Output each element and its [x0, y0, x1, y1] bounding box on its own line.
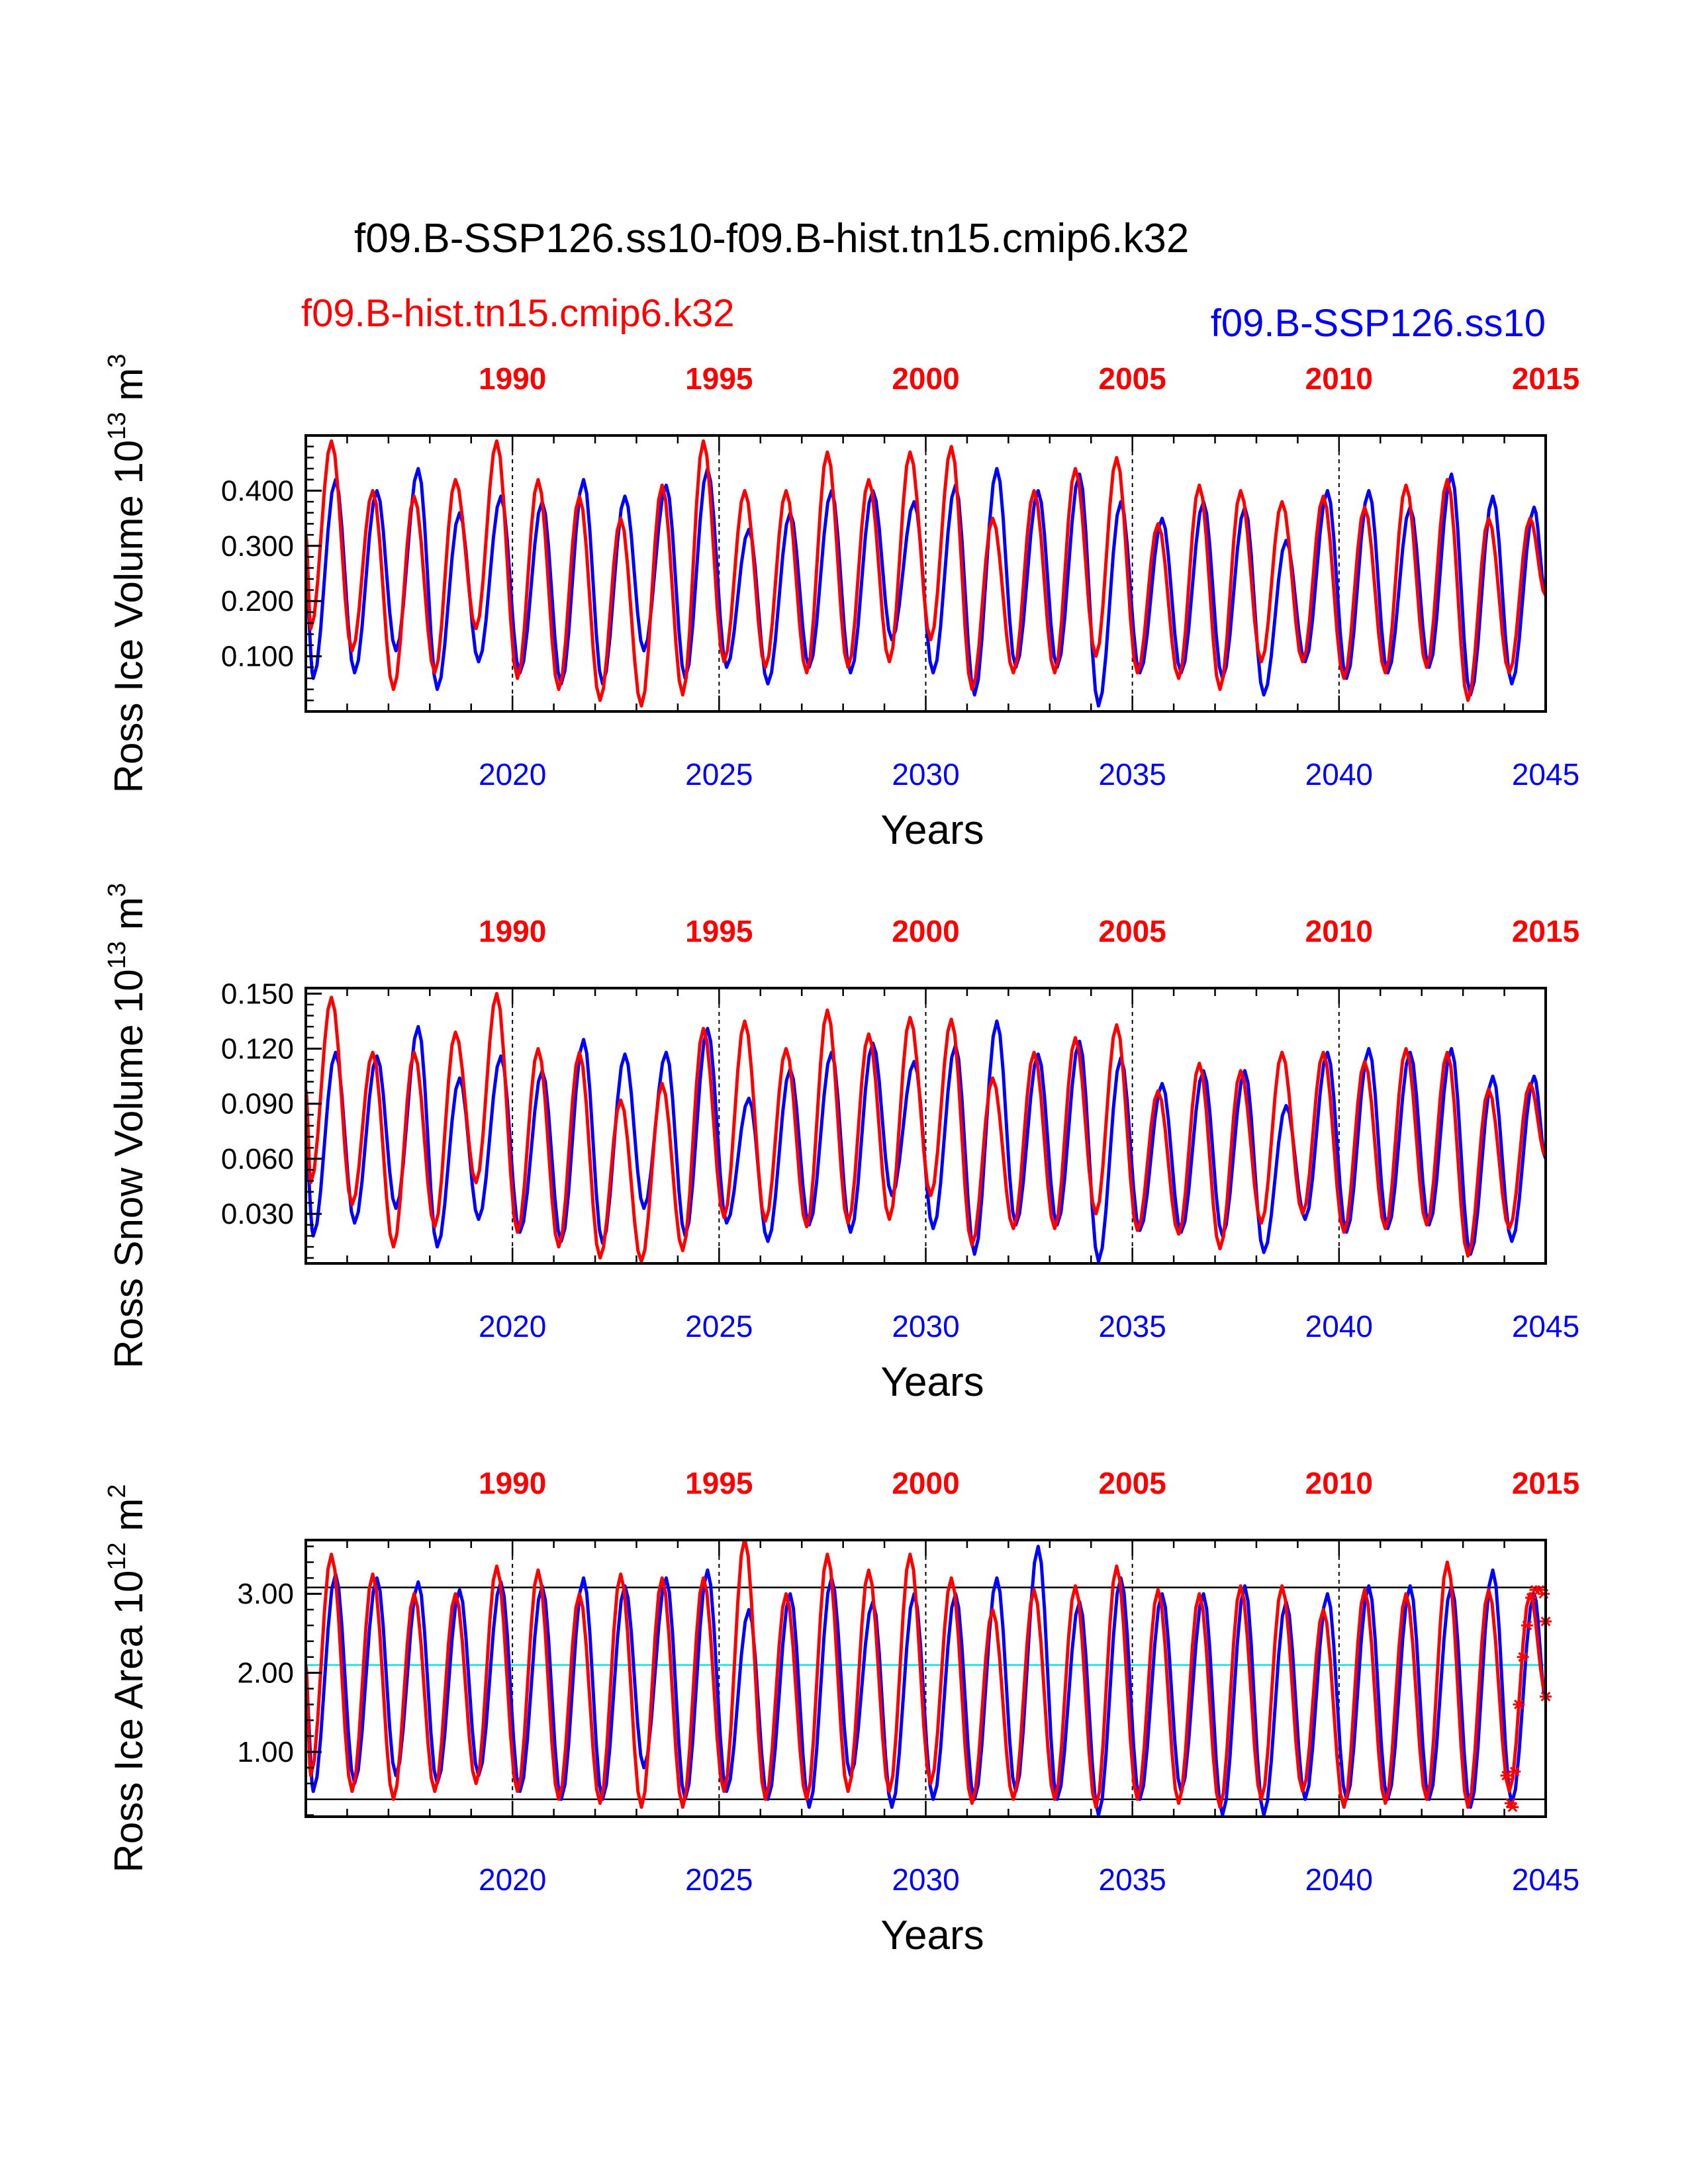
- x-tick-label-hist: 2005: [1098, 361, 1166, 396]
- x-tick-label-ssp: 2025: [685, 1309, 753, 1343]
- x-tick-label-hist: 1990: [479, 1466, 546, 1500]
- x-tick-label-ssp: 2040: [1305, 1309, 1373, 1343]
- x-tick-label-ssp: 2030: [892, 757, 959, 792]
- y-tick-label: 0.200: [221, 585, 294, 617]
- y-tick-label: 0.400: [221, 475, 294, 507]
- x-tick-label-hist: 2000: [892, 361, 959, 396]
- y-tick-label: 0.120: [221, 1033, 294, 1066]
- x-tick-label-ssp: 2020: [479, 1862, 546, 1897]
- y-tick-label: 0.090: [221, 1088, 294, 1120]
- y-axis-label: Ross Ice Volume 1013 m3: [103, 354, 151, 794]
- x-tick-label-hist: 1995: [685, 914, 753, 948]
- y-tick-label: 0.060: [221, 1143, 294, 1175]
- x-tick-label-ssp: 2045: [1512, 757, 1579, 792]
- x-tick-label-ssp: 2020: [479, 1309, 546, 1343]
- x-tick-label-ssp: 2025: [685, 757, 753, 792]
- x-axis-label: Years: [880, 1913, 984, 1958]
- asterisk-marker: [1537, 1588, 1550, 1599]
- x-tick-label-hist: 2015: [1512, 914, 1579, 948]
- x-tick-label-hist: 2010: [1305, 1466, 1373, 1500]
- asterisk-marker: [1517, 1652, 1529, 1662]
- hist-series-line: [306, 991, 1546, 1263]
- ross-snow-volume-panel: 0.030 0.060 0.090 0.120 0.150 2020 2025 2030 203…: [103, 883, 1579, 1405]
- y-tick-label: 0.300: [221, 530, 294, 563]
- figure-title: f09.B-SSP126.ss10-f09.B-hist.tn15.cmip6.…: [354, 216, 1190, 261]
- hist-series-line: [306, 439, 1546, 708]
- x-tick-label-hist: 2005: [1098, 914, 1166, 948]
- x-tick-label-ssp: 2035: [1098, 1862, 1166, 1897]
- x-tick-label-ssp: 2030: [892, 1309, 959, 1343]
- x-tick-label-hist: 2010: [1305, 361, 1373, 396]
- y-tick-label: 0.150: [221, 978, 294, 1010]
- x-tick-label-hist: 1990: [479, 914, 546, 948]
- x-tick-label-ssp: 2035: [1098, 1309, 1166, 1343]
- x-tick-label-ssp: 2045: [1512, 1309, 1579, 1343]
- x-tick-label-hist: 2010: [1305, 914, 1373, 948]
- y-tick-label: 1.00: [237, 1736, 294, 1768]
- x-tick-label-hist: 2015: [1512, 1466, 1579, 1500]
- hist-series-line: [306, 1540, 1546, 1809]
- x-tick-label-ssp: 2030: [892, 1862, 959, 1897]
- x-tick-label-hist: 1995: [685, 361, 753, 396]
- y-tick-label: 0.030: [221, 1198, 294, 1230]
- x-tick-label-ssp: 2035: [1098, 757, 1166, 792]
- asterisk-marker: [1525, 1592, 1538, 1603]
- x-tick-label-ssp: 2040: [1305, 1862, 1373, 1897]
- asterisk-marker: [1507, 1802, 1519, 1813]
- x-tick-label-ssp: 2040: [1305, 757, 1373, 792]
- legend-hist-label: f09.B-hist.tn15.cmip6.k32: [301, 292, 735, 335]
- legend-ssp-label: f09.B-SSP126.ss10: [1210, 302, 1546, 345]
- ross-ice-volume-panel: 0.100 0.200 0.300 0.400 2020 2025 2030 2035 2040…: [103, 354, 1579, 853]
- x-axis-label: Years: [880, 1359, 984, 1405]
- y-axis-label: Ross Snow Volume 1013 m3: [103, 883, 151, 1369]
- asterisk-marker: [1521, 1620, 1533, 1631]
- x-tick-label-ssp: 2025: [685, 1862, 753, 1897]
- ross-ice-area-panel: 1.00 2.00 3.00 2020 2025 2030 2035 2040 2045 1990…: [103, 1466, 1579, 1958]
- y-tick-label: 3.00: [237, 1578, 294, 1610]
- x-tick-label-hist: 2005: [1098, 1466, 1166, 1500]
- asterisk-marker: [1509, 1766, 1521, 1777]
- y-tick-label: 0.100: [221, 641, 294, 673]
- y-tick-label: 2.00: [237, 1657, 294, 1690]
- x-axis-label: Years: [880, 807, 984, 853]
- x-tick-label-hist: 2000: [892, 1466, 959, 1500]
- asterisk-marker: [1513, 1700, 1525, 1709]
- y-axis-label: Ross Ice Area 1012 m2: [103, 1484, 151, 1873]
- x-tick-label-hist: 1990: [479, 361, 546, 396]
- x-tick-label-ssp: 2020: [479, 757, 546, 792]
- x-tick-label-hist: 2015: [1512, 361, 1579, 396]
- x-tick-label-hist: 2000: [892, 914, 959, 948]
- x-tick-label-ssp: 2045: [1512, 1862, 1579, 1897]
- x-tick-label-hist: 1995: [685, 1466, 753, 1500]
